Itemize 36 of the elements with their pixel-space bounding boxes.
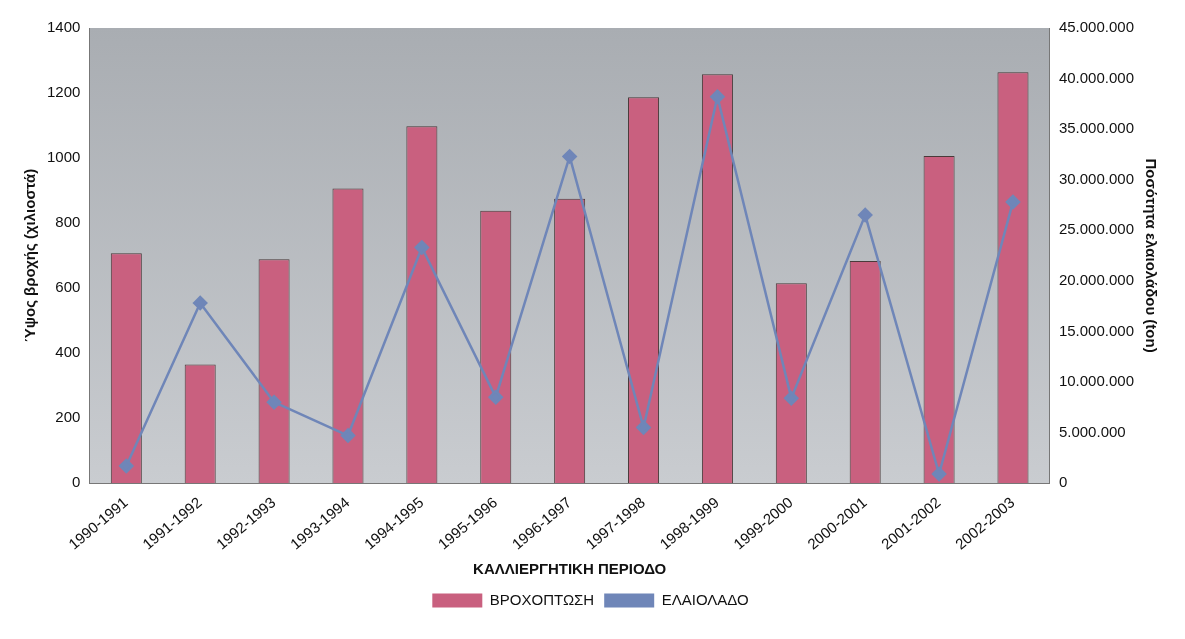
point — [340, 428, 356, 443]
y-tick-label: 1400 — [46, 18, 81, 36]
point — [414, 240, 430, 255]
point — [931, 466, 947, 482]
y-tick-label: 200 — [55, 408, 81, 426]
legend-label: ΒΡΟΧΟΠΤΩΣΗ — [489, 590, 595, 608]
y2-tick-label: 45.000.000 — [1058, 18, 1134, 36]
y2-tick-label: 25.000.000 — [1058, 220, 1134, 238]
y2-tick-label: 20.000.000 — [1058, 270, 1134, 288]
y-tick-label: 0 — [72, 473, 81, 491]
y2-tick-label: 15.000.000 — [1058, 321, 1134, 339]
y-tick-label: 1000 — [46, 148, 81, 166]
y2-tick-label: 30.000.000 — [1058, 169, 1134, 187]
legend-label: ΕΛΑΙΟΛΑΔΟ — [661, 590, 749, 608]
point — [784, 390, 799, 406]
point — [119, 458, 134, 474]
y2-axis-title: Ποσότητα ελαιολάδου (ton) — [1142, 158, 1160, 353]
y-tick-label: 400 — [55, 343, 81, 361]
y2-tick-label: 5.000.000 — [1058, 422, 1126, 440]
x-axis-title: ΚΑΛΛΙΕΡΓΗΤΙΚΗ ΠΕΡΙΟΔΟ — [473, 560, 667, 578]
y-axis-title: Ύψος βροχής (χιλιοστά) — [21, 168, 39, 343]
point — [266, 394, 282, 410]
point — [857, 207, 873, 223]
y2-tick-label: 35.000.000 — [1058, 119, 1134, 137]
y-tick-label: 1200 — [46, 83, 81, 101]
point — [710, 89, 725, 105]
y-tick-label: 800 — [55, 213, 81, 231]
point — [192, 295, 208, 311]
point — [562, 149, 577, 164]
y2-tick-label: 10.000.000 — [1058, 372, 1134, 390]
y2-tick-label: 40.000.000 — [1058, 68, 1134, 86]
y-tick-label: 600 — [55, 278, 81, 296]
point — [488, 389, 504, 405]
point — [1005, 194, 1021, 210]
y2-tick-label: 0 — [1058, 473, 1068, 491]
point — [636, 420, 651, 435]
